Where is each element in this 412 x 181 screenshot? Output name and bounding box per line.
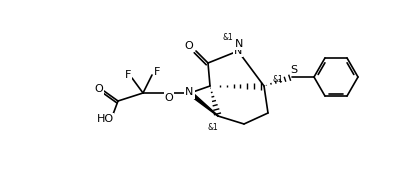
Text: N: N xyxy=(185,87,193,97)
Text: F: F xyxy=(154,67,160,77)
Text: N: N xyxy=(234,46,242,56)
Text: &1: &1 xyxy=(208,123,218,132)
Text: N: N xyxy=(186,88,194,98)
Text: HO: HO xyxy=(96,114,114,124)
Text: F: F xyxy=(125,70,131,80)
Text: O: O xyxy=(95,84,103,94)
Text: S: S xyxy=(290,65,297,75)
Text: O: O xyxy=(185,41,193,51)
Polygon shape xyxy=(189,91,218,116)
Text: &1: &1 xyxy=(222,33,233,43)
Text: N: N xyxy=(235,39,243,49)
Text: &1: &1 xyxy=(273,75,283,83)
Text: O: O xyxy=(165,93,173,103)
